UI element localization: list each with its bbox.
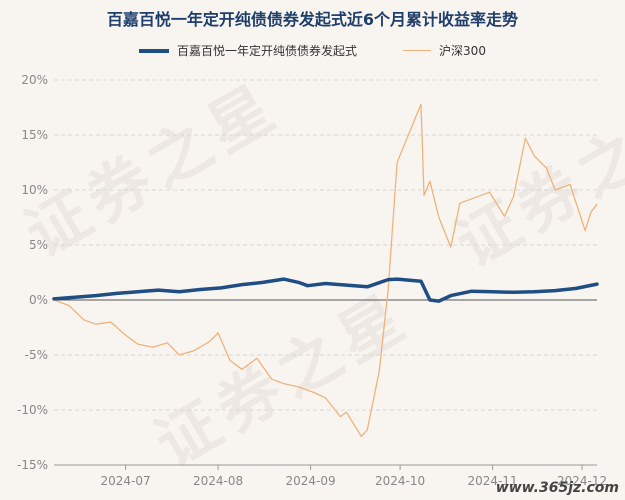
legend-label-fund: 百嘉百悦一年定开纯债债券发起式 — [177, 44, 358, 58]
y-tick-label: -10% — [17, 403, 48, 417]
y-tick-label: 0% — [29, 293, 48, 307]
chart-title: 百嘉百悦一年定开纯债债券发起式近6个月累计收益率走势 — [106, 10, 519, 29]
y-tick-label: 10% — [21, 183, 48, 197]
legend-item-index[interactable]: 沪深300 — [403, 42, 486, 59]
legend-item-fund[interactable]: 百嘉百悦一年定开纯债债券发起式 — [139, 42, 357, 59]
x-tick-label: 2024-10 — [375, 474, 425, 488]
legend-label-index: 沪深300 — [439, 44, 486, 58]
series-line-index — [53, 103, 598, 438]
x-tick-label: 2024-07 — [101, 474, 151, 488]
site-label: www.365jz.com — [495, 480, 619, 496]
y-tick-label: 5% — [29, 238, 48, 252]
x-tick-label: 2024-08 — [193, 474, 243, 488]
y-tick-label: 15% — [21, 128, 48, 142]
legend-swatch-index — [403, 50, 432, 51]
x-tick-label: 2024-12 — [557, 474, 607, 488]
chart-legend: 百嘉百悦一年定开纯债债券发起式 沪深300 — [0, 42, 625, 59]
x-tick-label: 2024-11 — [468, 474, 518, 488]
y-tick-label: 20% — [21, 73, 48, 87]
x-tick-label: 2024-09 — [286, 474, 336, 488]
legend-swatch-fund — [139, 48, 170, 53]
series-line-fund — [52, 277, 599, 303]
y-tick-label: -5% — [25, 348, 48, 362]
y-tick-label: -15% — [17, 458, 48, 472]
